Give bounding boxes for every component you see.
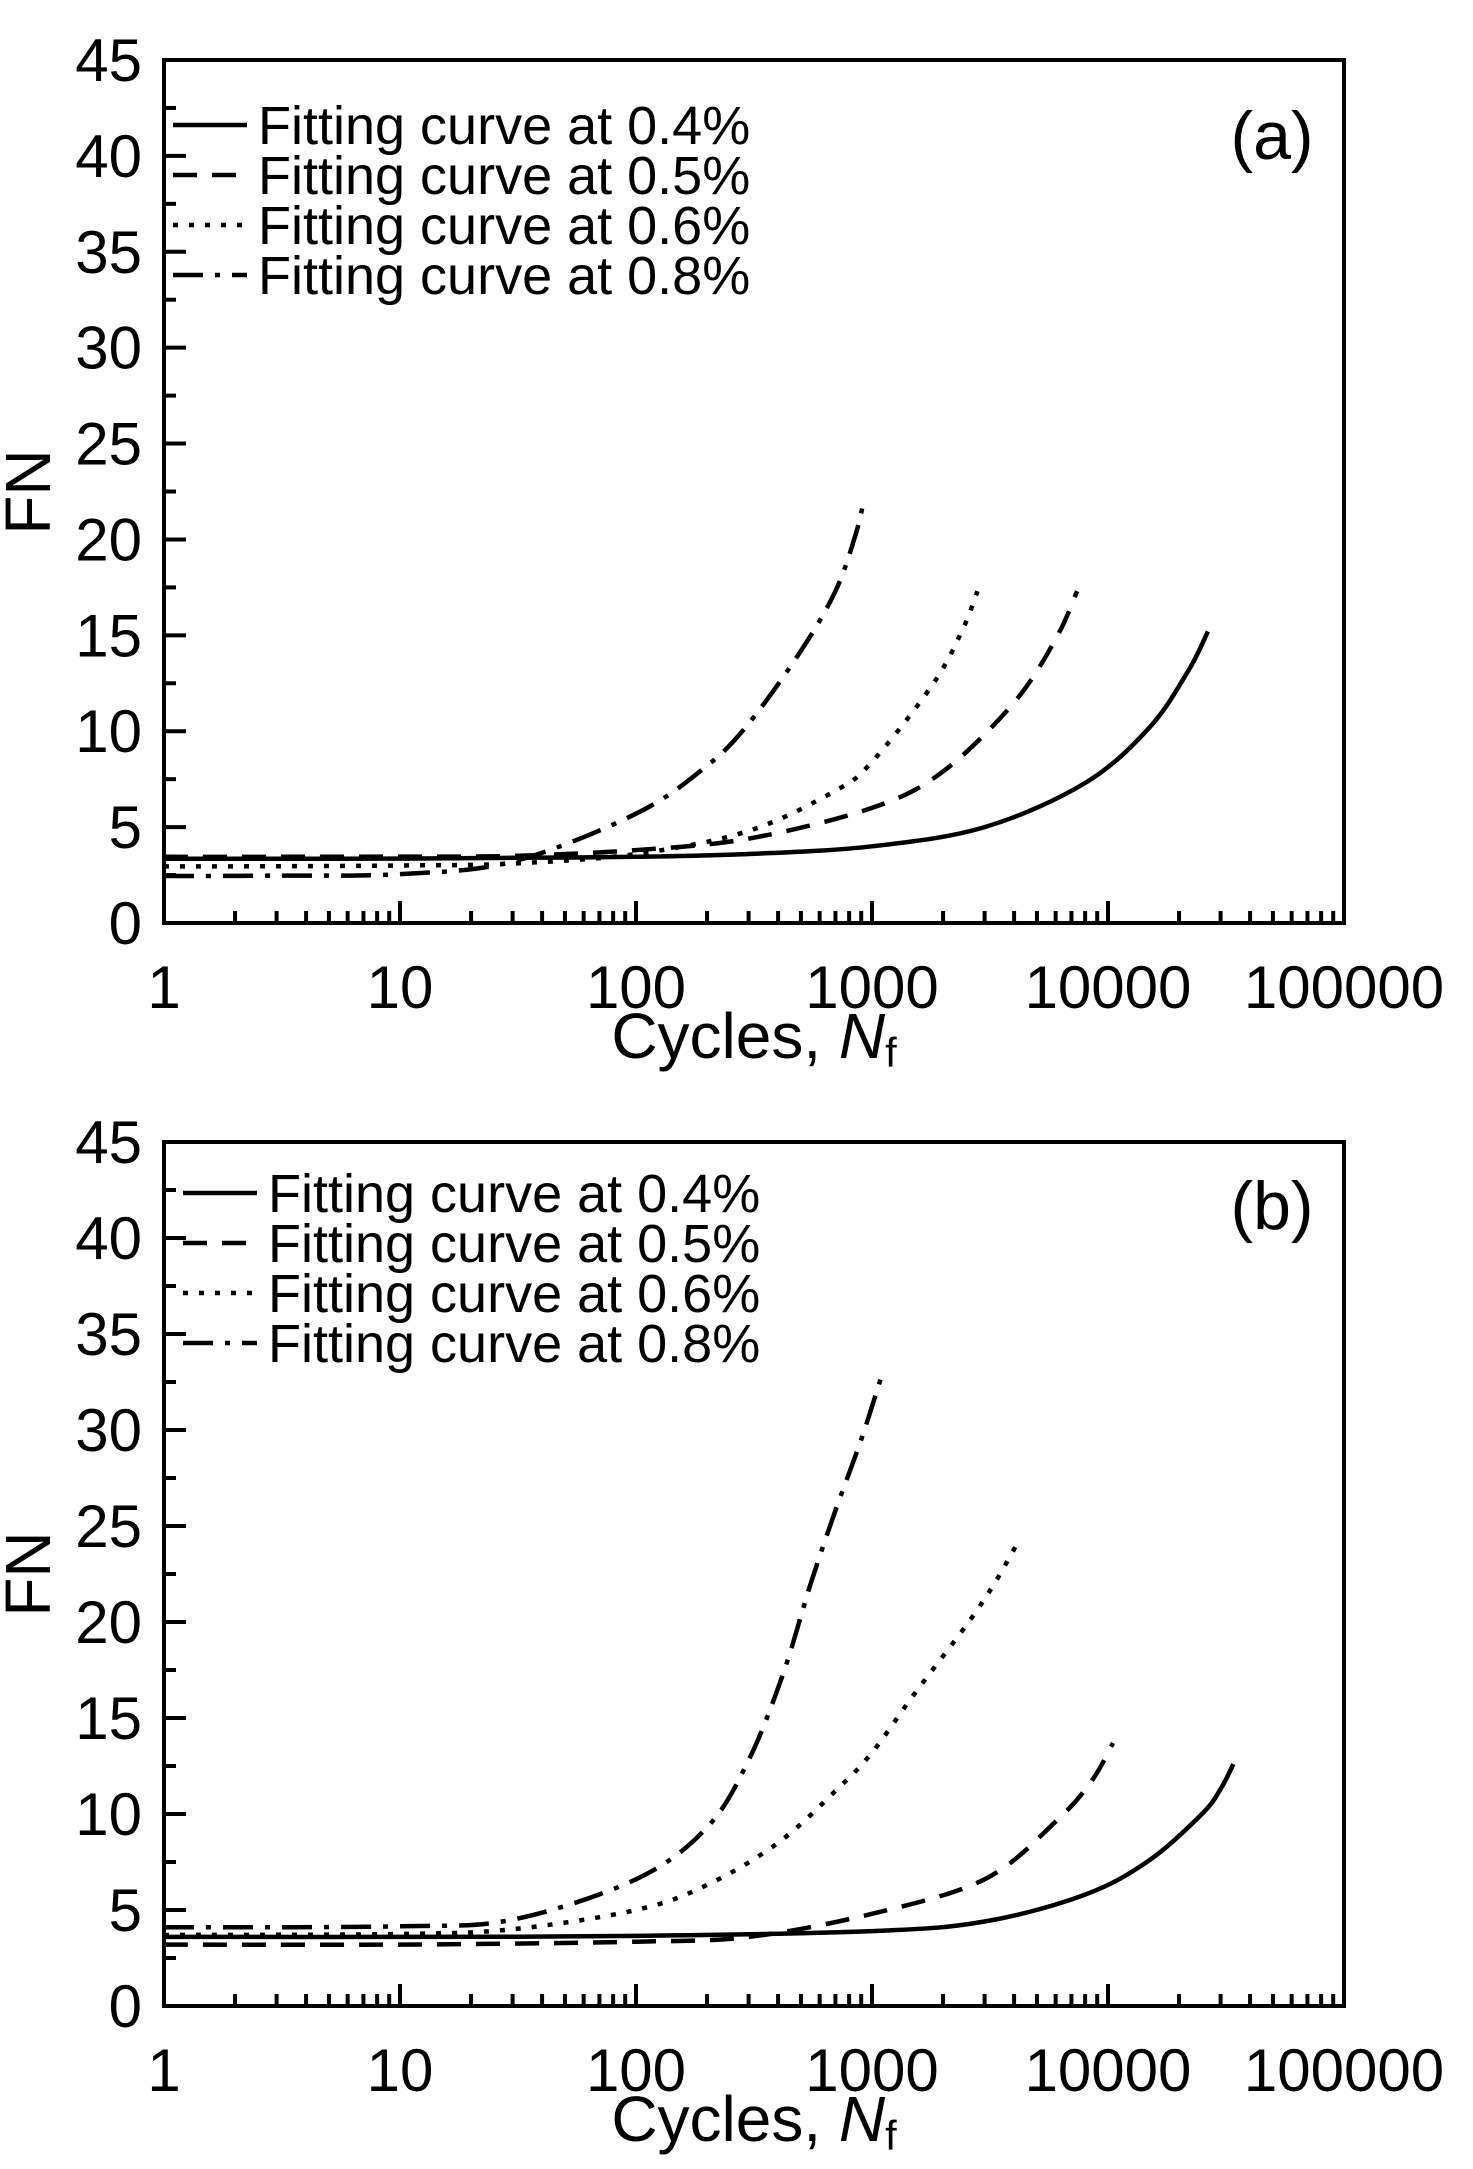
x-axis-tick-label: 1000: [805, 954, 938, 1021]
x-axis-tick-label: 10: [367, 954, 434, 1021]
x-axis-tick-label: 100: [586, 954, 686, 1021]
y-axis-tick-label: 25: [75, 1493, 142, 1560]
x-axis-tick-label: 100000: [1244, 954, 1444, 1021]
curve-dotted-a: [163, 590, 980, 869]
curve-dashdot-b: [163, 1371, 885, 1930]
x-axis-tick-label: 10000: [1025, 2037, 1192, 2104]
curve-solid-b: [163, 1763, 1236, 1940]
y-axis-tick-label: 45: [75, 1109, 142, 1176]
y-axis-tick-label: 20: [75, 506, 142, 573]
legend-label: Fitting curve at 0.5%: [258, 146, 750, 206]
x-axis-tick-label: 100000: [1244, 2037, 1444, 2104]
x-axis-tick-label: 10000: [1025, 954, 1192, 1021]
y-axis-title: FN: [0, 449, 64, 534]
y-axis-tick-label: 35: [75, 1301, 142, 1368]
x-axis-title: Cycles, Nf: [611, 1000, 897, 1076]
x-axis-title: Cycles, Nf: [611, 2083, 897, 2159]
curve-dashdot-a: [163, 504, 866, 879]
panel-a: 1 10 100 1000 10000 100000 0 5 10 15 20 25 30 35 40 45 F…: [0, 27, 1444, 1076]
curve-dashed-a: [163, 590, 1080, 860]
x-axis-tick-label: 10: [367, 2037, 434, 2104]
y-axis-tick-label: 45: [75, 27, 142, 94]
panel-label-a: (a): [1230, 98, 1313, 174]
legend-label: Fitting curve at 0.4%: [258, 96, 750, 156]
panel-b: 1 10 100 1000 10000 100000 0 5 10 15 20 25 30 35 40 45 F…: [0, 1109, 1444, 2159]
y-axis-tick-label: 10: [75, 1781, 142, 1848]
panel-label-b: (b): [1230, 1168, 1313, 1244]
x-axis-tick-label: 1: [147, 2037, 180, 2104]
y-axis-tick-label: 40: [75, 1205, 142, 1272]
legend-label: Fitting curve at 0.8%: [258, 246, 750, 306]
y-axis-tick-label: 10: [75, 698, 142, 765]
legend-label: Fitting curve at 0.4%: [268, 1164, 760, 1224]
legend-label: Fitting curve at 0.6%: [258, 196, 750, 256]
y-axis-tick-label: 25: [75, 411, 142, 478]
x-axis-tick-label: 100: [586, 2037, 686, 2104]
y-axis-title: FN: [0, 1531, 64, 1616]
y-axis-tick-label: 40: [75, 123, 142, 190]
legend-label: Fitting curve at 0.8%: [268, 1314, 760, 1374]
y-axis-tick-label: 20: [75, 1589, 142, 1656]
legend-label: Fitting curve at 0.5%: [268, 1214, 760, 1274]
x-axis-tick-label: 1: [147, 954, 180, 1021]
curve-solid-a: [164, 630, 1210, 862]
y-axis-tick-label: 5: [109, 794, 142, 861]
y-axis-tick-label: 15: [75, 602, 142, 669]
y-axis-tick-label: 0: [109, 890, 142, 957]
curve-dotted-b: [163, 1540, 1021, 1938]
legend-label: Fitting curve at 0.6%: [268, 1264, 760, 1324]
curve-dashed-b: [163, 1741, 1115, 1948]
y-axis-tick-label: 15: [75, 1685, 142, 1752]
y-axis-tick-label: 5: [109, 1877, 142, 1944]
y-axis-tick-label: 0: [109, 1973, 142, 2040]
x-axis-tick-label: 1000: [805, 2037, 938, 2104]
y-axis-tick-label: 35: [75, 219, 142, 286]
y-axis-tick-label: 30: [75, 1397, 142, 1464]
y-axis-tick-label: 30: [75, 315, 142, 382]
